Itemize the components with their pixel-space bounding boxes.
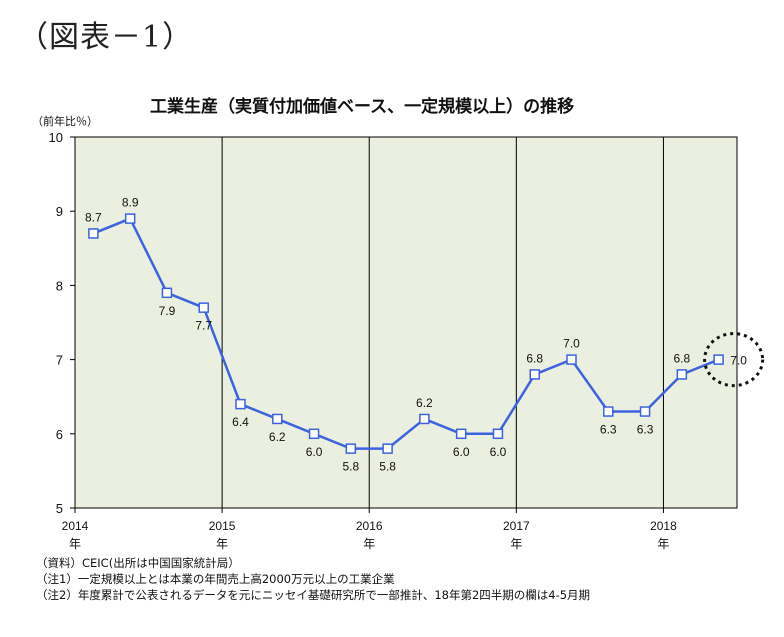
- footnote-2: （注2）年度累計で公表されるデータを元にニッセイ基礎研究所で一部推計、18年第2…: [36, 588, 591, 602]
- data-point-marker: [529, 369, 540, 380]
- series-line: [92, 217, 720, 450]
- y-tick-label: 7: [56, 353, 63, 368]
- data-label: 7.0: [730, 354, 747, 368]
- plot-area: [74, 136, 738, 509]
- data-label: 6.8: [673, 351, 690, 365]
- x-tick-label: 2016: [356, 519, 383, 533]
- highlight-circle: [703, 332, 765, 388]
- footnote-1: （注1）一定規模以上とは本業の年間売上高2000万元以上の工業企業: [36, 572, 395, 586]
- data-label: 5.8: [342, 460, 359, 474]
- figure-label: （図表－1）: [18, 20, 194, 55]
- data-point-marker: [124, 213, 136, 224]
- data-point-marker: [455, 428, 467, 440]
- notes: （資料）CEIC(出所は中国国家統計局） （注1）一定規模以上とは本業の年間売上…: [36, 555, 590, 603]
- y-tick-label: 9: [56, 204, 63, 219]
- x-tick-label-suffix: 年: [657, 537, 669, 551]
- data-label: 6.2: [416, 396, 433, 410]
- y-axis-unit-label: （前年比％）: [32, 115, 98, 128]
- data-point-marker: [198, 302, 209, 313]
- x-tick-label-suffix: 年: [510, 537, 522, 551]
- x-tick-label: 2015: [209, 519, 236, 533]
- data-label: 6.8: [526, 351, 543, 365]
- data-point-marker: [88, 228, 99, 239]
- data-point-marker: [272, 413, 283, 425]
- data-label: 6.2: [269, 430, 286, 444]
- y-tick-label: 10: [49, 130, 63, 145]
- data-point-marker: [382, 443, 393, 454]
- data-label: 6.3: [637, 423, 654, 437]
- data-point-marker: [676, 369, 688, 380]
- data-point-marker: [603, 406, 614, 417]
- data-label: 6.0: [453, 445, 470, 459]
- data-point-marker: [419, 413, 430, 425]
- data-label: 6.3: [600, 423, 617, 437]
- data-point-marker: [566, 354, 577, 365]
- data-point-marker: [713, 354, 724, 365]
- data-point-marker: [308, 428, 320, 440]
- source-note: （資料）CEIC(出所は中国国家統計局）: [36, 556, 240, 570]
- data-label: 6.0: [306, 445, 323, 459]
- data-point-marker: [345, 443, 357, 454]
- data-label: 8.9: [122, 196, 139, 210]
- data-label: 6.0: [490, 445, 507, 459]
- x-tick-label: 2017: [503, 519, 530, 533]
- x-tick-label: 2018: [650, 519, 677, 533]
- data-label: 7.9: [159, 304, 176, 318]
- data-point-marker: [235, 398, 246, 410]
- chart-title: 工業生産（実質付加価値ベース、一定規模以上）の推移: [150, 97, 575, 117]
- data-label: 7.0: [563, 337, 580, 351]
- y-tick-label: 8: [56, 278, 63, 293]
- data-label: 6.4: [232, 415, 249, 429]
- data-label: 5.8: [379, 460, 396, 474]
- data-label: 7.7: [195, 319, 212, 333]
- x-tick-label-suffix: 年: [69, 537, 81, 551]
- x-tick-label: 2014: [62, 519, 89, 533]
- y-tick-label: 6: [56, 427, 63, 442]
- data-point-marker: [639, 406, 651, 417]
- y-tick-label: 5: [56, 501, 63, 516]
- data-point-marker: [161, 287, 173, 299]
- x-tick-label-suffix: 年: [216, 537, 228, 551]
- data-label: 8.7: [85, 210, 102, 224]
- data-point-marker: [492, 428, 504, 440]
- x-tick-label-suffix: 年: [363, 537, 375, 551]
